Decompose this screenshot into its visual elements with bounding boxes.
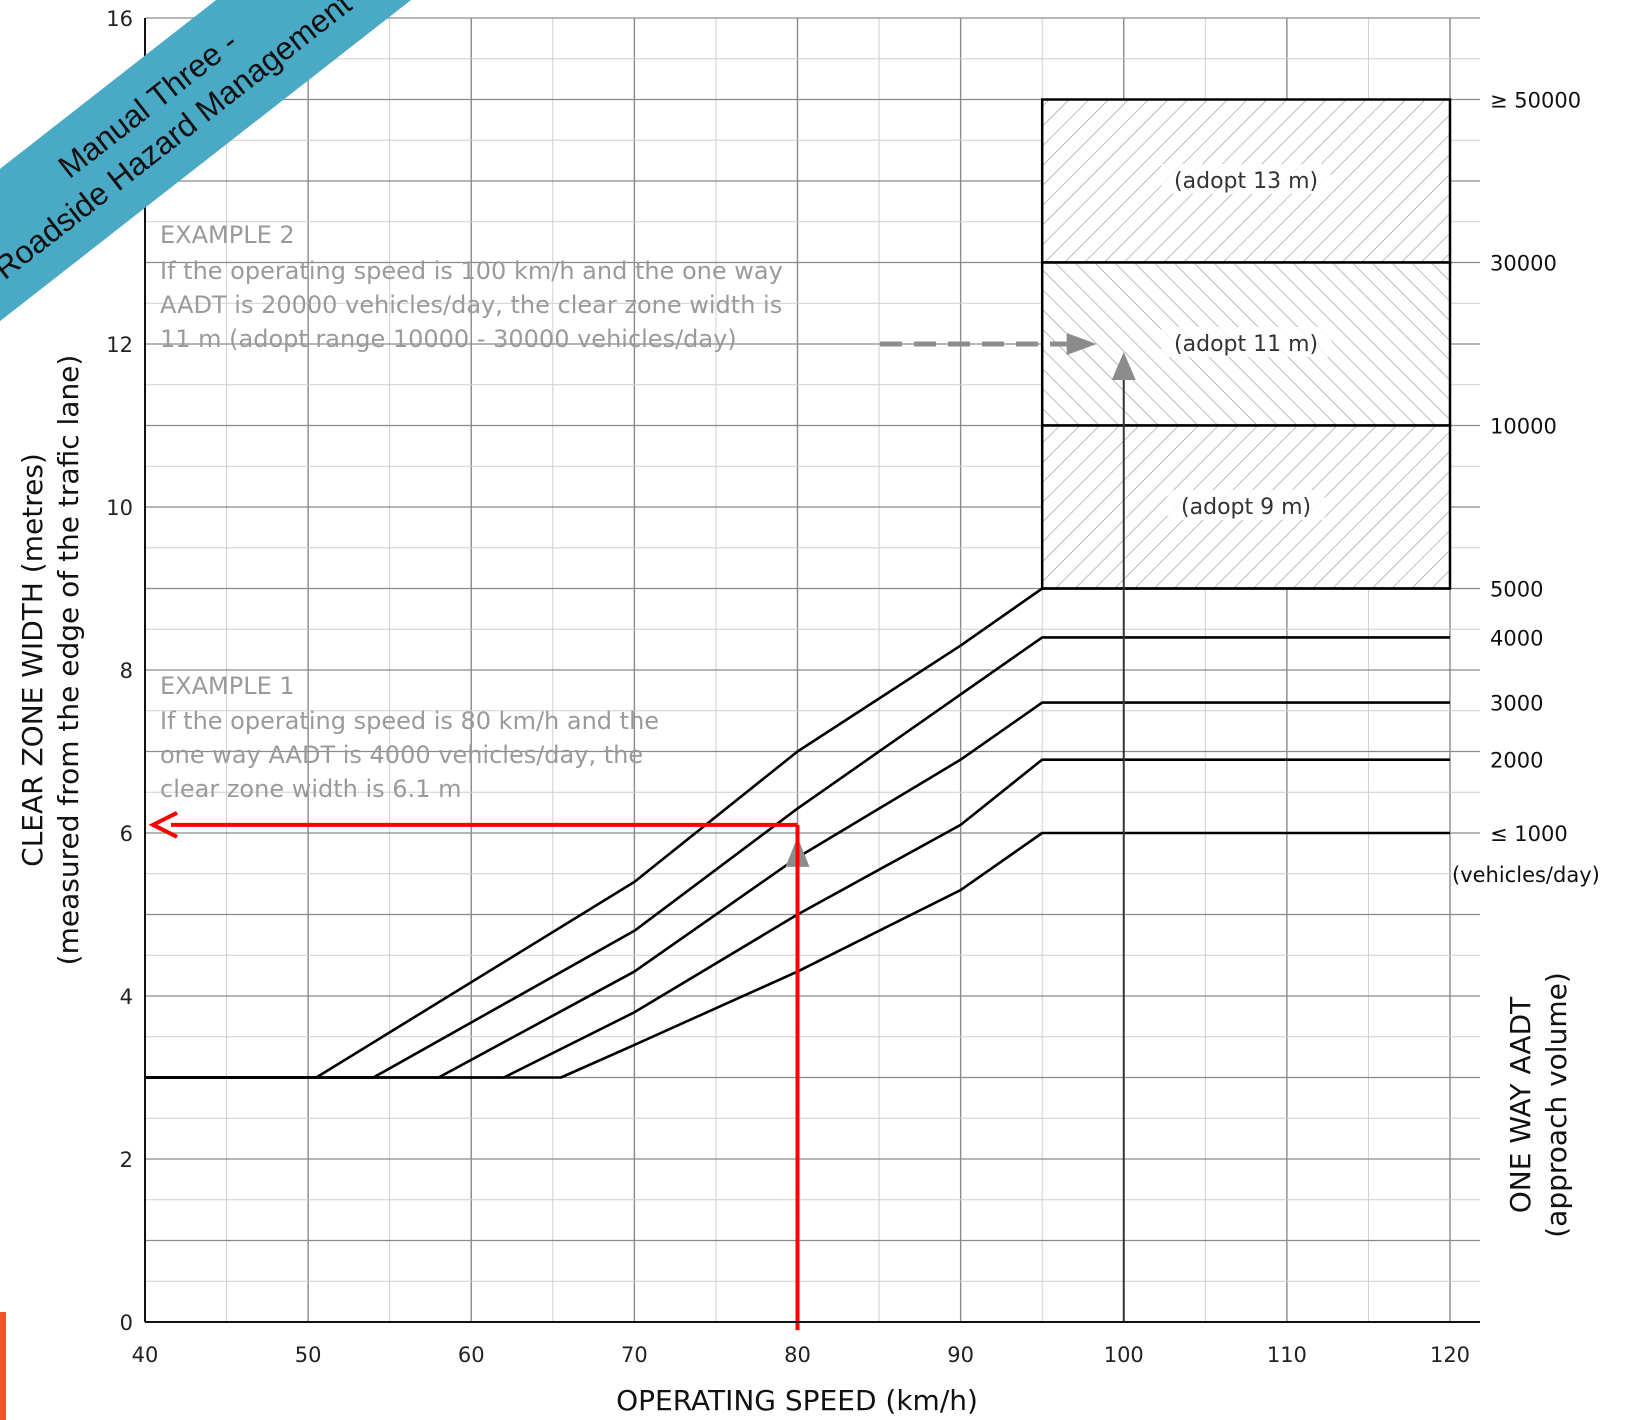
y-tick-label: 10 — [106, 496, 133, 520]
example-1-line-3: clear zone width is 6.1 m — [160, 775, 461, 803]
x-tick-label: 60 — [458, 1343, 485, 1367]
x-tick-label: 100 — [1104, 1343, 1144, 1367]
aadt-label: ≥ 50000 — [1490, 89, 1581, 113]
series-line — [145, 636, 1450, 1079]
zone-label-bg — [1167, 490, 1325, 520]
aadt-label: 3000 — [1490, 692, 1543, 716]
x-tick-label: 90 — [947, 1343, 974, 1367]
axes — [144, 18, 1480, 1323]
aadt-label: (vehicles/day) — [1452, 863, 1600, 887]
y-tick-label: 0 — [120, 1311, 133, 1335]
example-1-line-2: one way AADT is 4000 vehicles/day, the — [160, 741, 643, 769]
example-1-left-arrowhead — [148, 811, 178, 839]
corner-accent — [0, 1312, 6, 1420]
zone-label-bg — [1161, 327, 1332, 357]
example-2-title: EXAMPLE 2 — [160, 221, 295, 249]
y-tick-label: 12 — [106, 333, 133, 357]
y-tick-label: 16 — [106, 7, 133, 31]
example-2-line-3: 11 m (adopt range 10000 - 30000 vehicles… — [160, 325, 737, 353]
x-tick-label: 80 — [784, 1343, 811, 1367]
zone-label-bg — [1161, 164, 1332, 194]
x-tick-label: 40 — [132, 1343, 159, 1367]
aadt-label: ≤ 1000 — [1490, 822, 1568, 846]
example-2-line-1: If the operating speed is 100 km/h and t… — [160, 257, 783, 285]
right-axis-subtitle: (approach volume) — [1540, 972, 1573, 1238]
example-1-arrows — [148, 811, 810, 1331]
y-axis-subtitle: (measured from the edge of the trafic la… — [52, 355, 85, 966]
x-tick-label: 70 — [621, 1343, 648, 1367]
labels: 40 50 60 70 80 90 100 110 120 0 2 4 6 8 10 12 16 ≥ 50000 3… — [106, 7, 1600, 1367]
aadt-label: 2000 — [1490, 749, 1543, 773]
zone-label: (adopt 13 m) — [1174, 169, 1318, 194]
aadt-label: 30000 — [1490, 252, 1557, 276]
series-line — [145, 587, 1450, 1079]
example-2-right-arrowhead — [1066, 333, 1097, 355]
y-tick-label: 2 — [120, 1148, 133, 1172]
y-tick-label: 6 — [120, 822, 133, 846]
example-2-line-2: AADT is 20000 vehicles/day, the clear zo… — [160, 291, 782, 319]
x-tick-label: 50 — [295, 1343, 322, 1367]
y-tick-label: 4 — [120, 985, 133, 1009]
example-2-up-arrowhead — [1111, 352, 1136, 380]
y-axis-title: CLEAR ZONE WIDTH (metres) — [16, 453, 49, 867]
aadt-label: 5000 — [1490, 578, 1543, 602]
aadt-label: 4000 — [1490, 626, 1543, 650]
x-tick-label: 110 — [1267, 1343, 1307, 1367]
example-2-arrows — [880, 333, 1136, 1322]
zone-label: (adopt 9 m) — [1181, 495, 1311, 520]
zone-label: (adopt 11 m) — [1174, 332, 1318, 357]
x-axis-title: OPERATING SPEED (km/h) — [616, 1384, 978, 1417]
y-tick-label: 8 — [120, 659, 133, 683]
x-tick-label: 120 — [1430, 1343, 1470, 1367]
right-axis-title: ONE WAY AADT — [1504, 996, 1537, 1213]
adopt-zones: (adopt 13 m) (adopt 11 m) (adopt 9 m) — [1040, 98, 1452, 590]
aadt-label: 10000 — [1490, 415, 1557, 439]
example-1-title: EXAMPLE 1 — [160, 672, 295, 700]
example-1-line-1: If the operating speed is 80 km/h and th… — [160, 707, 659, 735]
